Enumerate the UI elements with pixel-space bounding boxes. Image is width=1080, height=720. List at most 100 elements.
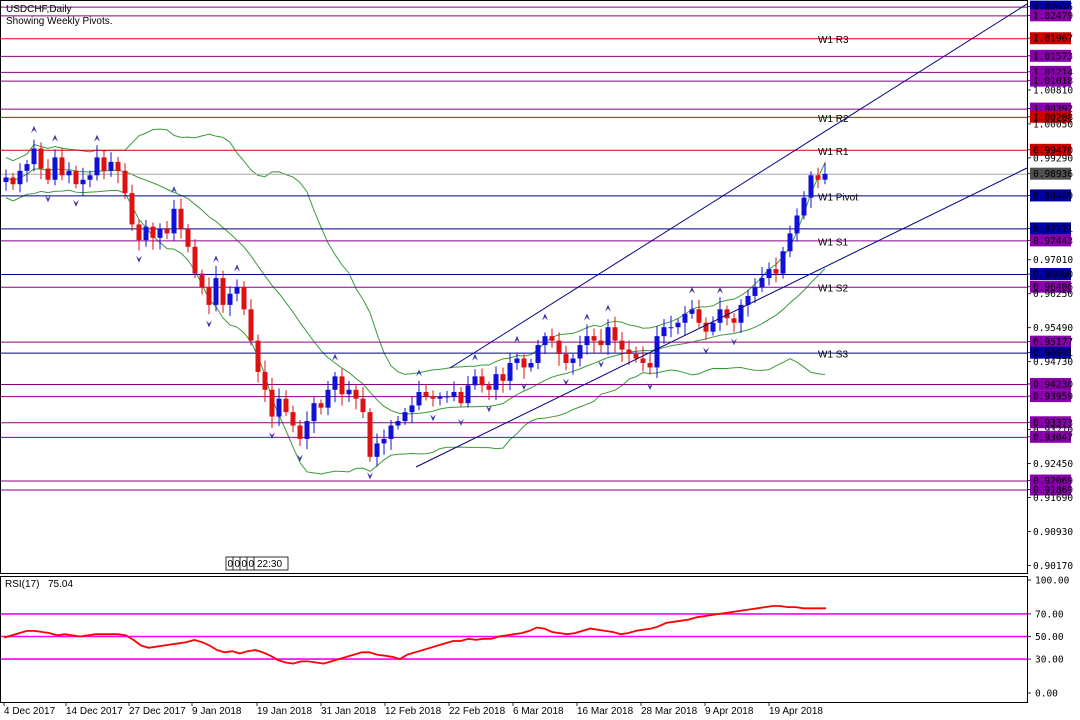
rsi-tick-label: 70.00: [1035, 609, 1064, 620]
fractal-down-arrow: [521, 383, 527, 391]
price-label-text: 0.99470: [1033, 145, 1073, 156]
fractal-down-arrow: [297, 454, 303, 462]
chart-subtitle: Showing Weekly Pivots.: [6, 16, 113, 27]
candle-body: [227, 293, 233, 305]
candle-body: [640, 358, 646, 363]
candle-body: [45, 168, 51, 180]
candle-body: [654, 336, 660, 368]
price-label-text: 1.01573: [1033, 51, 1073, 62]
rsi-tick-label: 100.00: [1035, 576, 1070, 587]
price-label-box: [1030, 416, 1071, 429]
candle-body: [94, 157, 100, 176]
price-label-text: 0.93959: [1033, 392, 1073, 403]
fractal-down-arrow: [598, 360, 604, 368]
candle-body: [10, 177, 16, 185]
price-label-text: 0.93373: [1033, 418, 1073, 429]
candle-body: [17, 170, 23, 185]
price-label-text: 0.96690: [1033, 270, 1073, 281]
candle-body: [402, 412, 408, 422]
candle-body: [171, 208, 177, 234]
trend-channel: [415, 3, 1028, 468]
price-label-box: [1030, 268, 1071, 281]
main-panel-frame: [0, 0, 1028, 574]
price-tick-label: 0.93210: [1033, 425, 1073, 436]
price-label-box: [1030, 483, 1071, 496]
candle-body: [507, 362, 513, 381]
fractal-down-arrow: [458, 418, 464, 426]
fractal-up-arrow: [332, 353, 338, 361]
candle-body: [731, 318, 737, 323]
candle-body: [465, 385, 471, 404]
time-tick-label: 12 Feb 2018: [385, 706, 442, 717]
price-label-text: 1.00208: [1033, 112, 1073, 123]
price-label-box: [1030, 430, 1071, 443]
price-label-text: 1.00392: [1033, 104, 1073, 115]
price-label-box: [1030, 189, 1071, 202]
candle-body: [52, 157, 58, 180]
candle-body: [479, 376, 485, 386]
pivot-label: W1 R2: [818, 114, 849, 125]
price-tick-label: 0.94730: [1033, 357, 1073, 368]
candle-body: [717, 309, 723, 323]
price-label-text: 0.98449: [1033, 191, 1073, 202]
candle-body: [759, 278, 765, 287]
candle-body: [591, 336, 597, 341]
pivot-label: W1 Pivot: [818, 192, 858, 203]
pivot-label: W1 R1: [818, 147, 849, 158]
candle-body: [157, 228, 163, 238]
countdown-digit: 0: [242, 559, 248, 570]
candle-body: [787, 233, 793, 252]
countdown-digit: 0: [249, 559, 255, 570]
fractal-down-arrow: [73, 199, 79, 207]
time-tick-label: 9 Apr 2018: [705, 706, 754, 717]
candle-body: [199, 273, 205, 287]
rsi-tick-label: 0.00: [1035, 689, 1058, 700]
fractal-up-arrow: [234, 264, 240, 272]
fractal-up-arrow: [717, 286, 723, 294]
candle-body: [150, 226, 156, 238]
fractal-down-arrow: [703, 347, 709, 355]
candle-body: [283, 398, 289, 413]
fractal-up-arrow: [584, 313, 590, 321]
candle-body: [647, 362, 653, 368]
price-label-text: 0.94230: [1033, 379, 1073, 390]
fractal-down-arrow: [269, 432, 275, 440]
candle-body: [808, 175, 814, 198]
price-label-text: 1.01214: [1033, 67, 1073, 78]
candle-body: [822, 173, 828, 180]
candle-body: [528, 362, 534, 368]
price-candles: [3, 139, 828, 467]
candle-body: [143, 226, 149, 241]
price-label-text: 0.92069: [1033, 476, 1073, 487]
price-label-box: [1030, 234, 1071, 247]
candle-body: [304, 421, 310, 439]
countdown-digit: 0: [228, 559, 234, 570]
candle-body: [710, 322, 716, 332]
price-tick-label: 0.96250: [1033, 289, 1073, 300]
rsi-panel-frame: [0, 576, 1028, 703]
price-tick-label: 0.90930: [1033, 527, 1073, 538]
candle-body: [773, 269, 779, 274]
candle-body: [598, 340, 604, 346]
time-tick-label: 22 Feb 2018: [449, 706, 506, 717]
pivot-label: W1 S1: [818, 237, 848, 248]
time-tick-label: 9 Jan 2018: [192, 706, 242, 717]
pivot-label: W1 R3: [818, 35, 849, 46]
rsi-header: RSI(17) 75.04: [5, 579, 73, 590]
candle-body: [451, 392, 457, 397]
time-tick-label: 4 Dec 2017: [4, 706, 56, 717]
pivot-lines: [1, 6, 1027, 491]
candle-body: [206, 287, 212, 305]
fractal-up-arrow: [31, 125, 37, 133]
candle-body: [738, 304, 744, 323]
candle-body: [129, 193, 135, 225]
candle-body: [115, 161, 121, 171]
candle-body: [752, 287, 758, 296]
candle-body: [668, 327, 674, 329]
fractal-up-arrow: [689, 286, 695, 294]
candle-body: [521, 358, 527, 368]
candle-body: [493, 374, 499, 390]
candle-body: [675, 322, 681, 328]
candle-body: [815, 175, 821, 180]
candle-body: [724, 309, 730, 319]
